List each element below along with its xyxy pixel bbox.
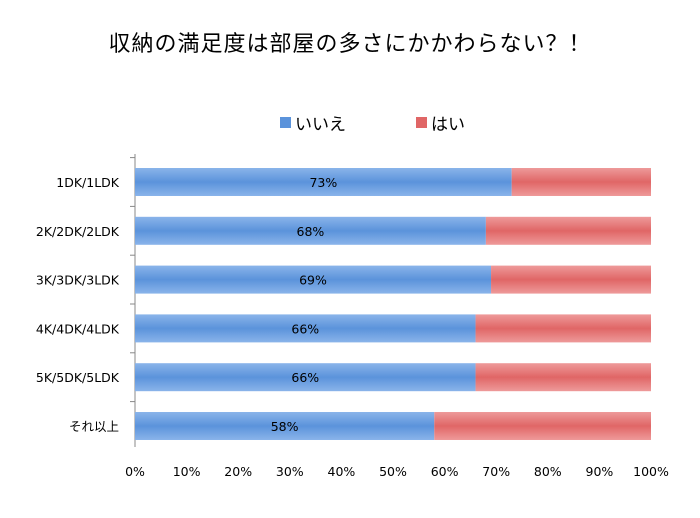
bar-segment-no <box>135 265 492 294</box>
x-tick-label: 70% <box>482 464 510 479</box>
x-tick-label: 50% <box>379 464 407 479</box>
bar-segment-yes <box>434 412 651 440</box>
category-label: 4K/4DK/4LDK <box>36 321 120 336</box>
data-label: 66% <box>291 370 319 385</box>
legend-item-no: いいえ <box>280 110 346 135</box>
x-tick-label: 0% <box>125 464 145 479</box>
x-tick-label: 60% <box>431 464 459 479</box>
x-tick-label: 80% <box>534 464 562 479</box>
legend-item-yes: はい <box>416 110 465 135</box>
data-label: 58% <box>271 419 299 434</box>
data-label: 73% <box>309 175 337 190</box>
x-tick-label: 100% <box>633 464 669 479</box>
x-tick-label: 30% <box>276 464 304 479</box>
x-tick-label: 90% <box>586 464 614 479</box>
bar-segment-no <box>135 216 486 245</box>
x-tick-label: 40% <box>328 464 356 479</box>
bar-segment-no <box>135 168 512 196</box>
bar-segment-no <box>135 363 476 392</box>
bar-segment-yes <box>511 168 651 196</box>
bar-segment-yes <box>485 216 651 245</box>
bar-segment-yes <box>475 363 651 392</box>
data-label: 69% <box>299 273 327 288</box>
chart-title: 収納の満足度は部屋の多さにかかわらない？！ <box>108 32 592 57</box>
category-label: 2K/2DK/2LDK <box>36 224 120 239</box>
bar-segment-yes <box>491 265 651 294</box>
category-label: 3K/3DK/3LDK <box>36 273 120 288</box>
data-label: 66% <box>291 321 319 336</box>
legend: いいえ はい <box>0 110 700 135</box>
data-label: 68% <box>297 224 325 239</box>
category-label: 5K/5DK/5LDK <box>36 370 120 385</box>
category-label: 1DK/1LDK <box>56 175 120 190</box>
x-tick-label: 10% <box>173 464 201 479</box>
legend-swatch-yes <box>416 117 427 128</box>
legend-swatch-no <box>280 117 291 128</box>
legend-label-no: いいえ <box>295 115 346 135</box>
category-label: それ以上 <box>69 419 119 434</box>
bar-segment-no <box>135 314 476 343</box>
x-tick-label: 20% <box>224 464 252 479</box>
bar-segment-yes <box>475 314 651 343</box>
bar-segment-no <box>135 412 435 440</box>
legend-label-yes: はい <box>431 115 465 135</box>
